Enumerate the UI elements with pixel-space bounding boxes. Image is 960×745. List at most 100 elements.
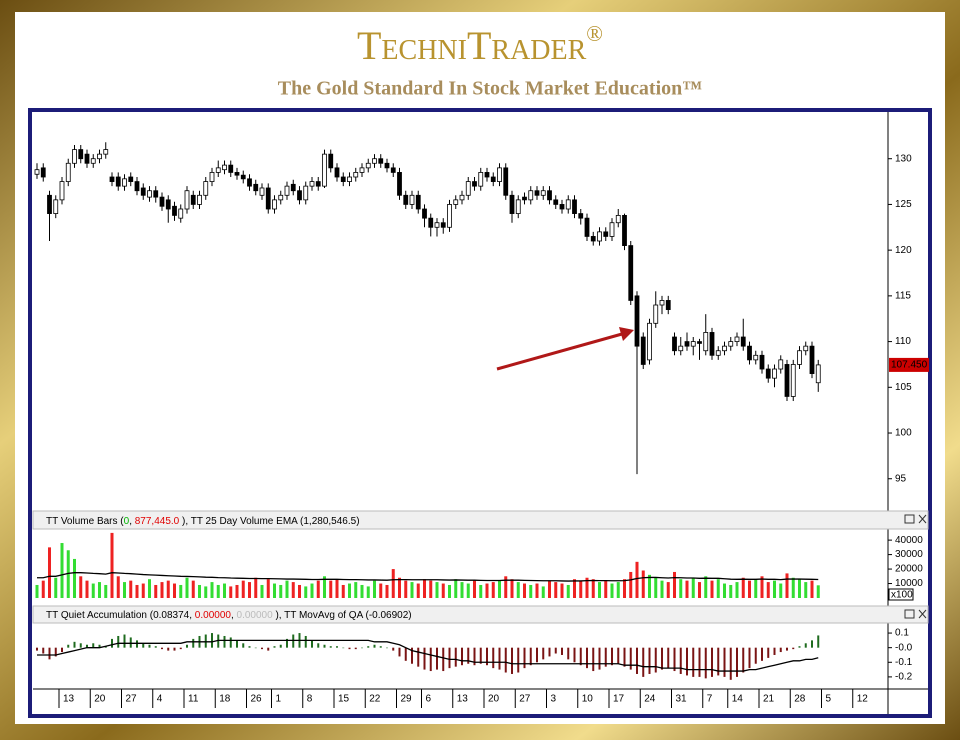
candle-body [597,231,602,242]
qa-bar [367,646,370,648]
candle-body [678,345,684,352]
window-buttons[interactable] [904,514,927,619]
candle-body [409,194,415,205]
legend-part: , [231,610,237,621]
candle-body [497,167,502,182]
candle-body [472,181,477,187]
volume-bar [316,580,320,598]
close-button[interactable] [918,514,927,524]
maximize-button[interactable] [904,514,915,524]
volume-bar [385,584,389,598]
qa-bar [92,643,95,648]
candle-body [615,215,621,224]
qa-bar [736,647,738,677]
candle-body [40,167,46,178]
volume-bar [716,579,720,598]
panel-legend: TT Volume Bars (0, 877,445.0 ), TT 25 Da… [46,516,360,527]
legend-part: 877,445.0 [135,516,180,527]
x-tick-label: 14 [732,694,744,705]
x-tick-label: 3 [551,694,557,705]
legend-part: 0 [124,516,130,527]
qa-bar [561,647,563,655]
candle-body [478,172,484,187]
candle-body [347,176,352,182]
candle-body [584,217,590,237]
volume-bar [373,580,376,598]
volume-bar [173,583,176,598]
qa-bar [398,647,401,657]
x-tick-label: 4 [157,694,163,705]
qa-header [32,605,929,624]
candle-body [465,181,471,196]
qa-bar [486,647,488,666]
candle-body [522,196,527,201]
qa-bar [273,646,276,648]
volume-bar [698,582,701,598]
registered-mark: ® [586,21,603,46]
volume-bar [66,550,70,598]
y-tick-label: 120 [895,245,912,256]
candle-body [753,354,759,361]
x-tick-label: 29 [401,694,413,705]
volume-bar [241,580,245,598]
qa-bar [567,647,570,660]
y-tick-label: 115 [895,291,911,302]
qa-bar [217,634,220,648]
x-tick-label: 28 [794,694,806,705]
maximize-button[interactable] [904,609,915,619]
qa-bar [786,647,788,651]
qa-bar [692,647,695,677]
qa-bar [292,634,295,648]
candle-body [78,149,84,160]
legend-part: TT Volume Bars ( [46,516,124,527]
y-tick-label: 10000 [895,578,923,589]
qa-bar [479,647,482,664]
qa-bar [617,647,620,664]
volume-bar [235,584,239,598]
qa-bar [461,647,463,666]
qa-bar [167,647,170,651]
candle-body [803,345,809,352]
qa-bar [417,647,420,667]
candle-body [697,341,702,344]
y-tick-label: 100 [895,428,912,439]
chart [32,112,929,714]
x-tick-label: 7 [707,694,713,705]
qa-bar [667,647,670,669]
volume-bar [635,561,639,598]
qa-bar [211,633,213,648]
qa-bar [711,647,713,677]
qa-bar [317,643,320,648]
volume-bar [135,584,139,598]
volume-bar [729,584,733,598]
candle-body [203,181,209,196]
qa-moving-average-line [37,639,819,672]
close-button[interactable] [918,609,927,619]
x-tick-label: 27 [126,694,138,705]
volume-bar [273,583,276,598]
qa-bar [754,647,757,664]
candle-body [290,183,296,192]
qa-bar [648,647,651,674]
candle-body [640,336,646,365]
candle-body [240,174,246,180]
legend-part: 0.00000 [195,610,232,621]
candle-body [353,172,359,178]
candle-body [590,236,596,242]
volume-bar [485,583,489,598]
qa-bar [329,646,332,648]
y-tick-label: -0.0 [895,642,913,653]
brand: TechniTrader® [357,21,603,68]
qa-bar [404,647,407,661]
candle-body [515,199,521,214]
volume-bar [573,579,576,598]
candle-body [653,304,659,324]
volume-bar [166,580,170,598]
qa-bar [779,647,782,653]
qa-bar [654,647,657,673]
candle-body [603,231,609,237]
candle-body [134,181,140,192]
volume-bar [41,580,45,598]
x-tick-label: 15 [338,694,350,705]
